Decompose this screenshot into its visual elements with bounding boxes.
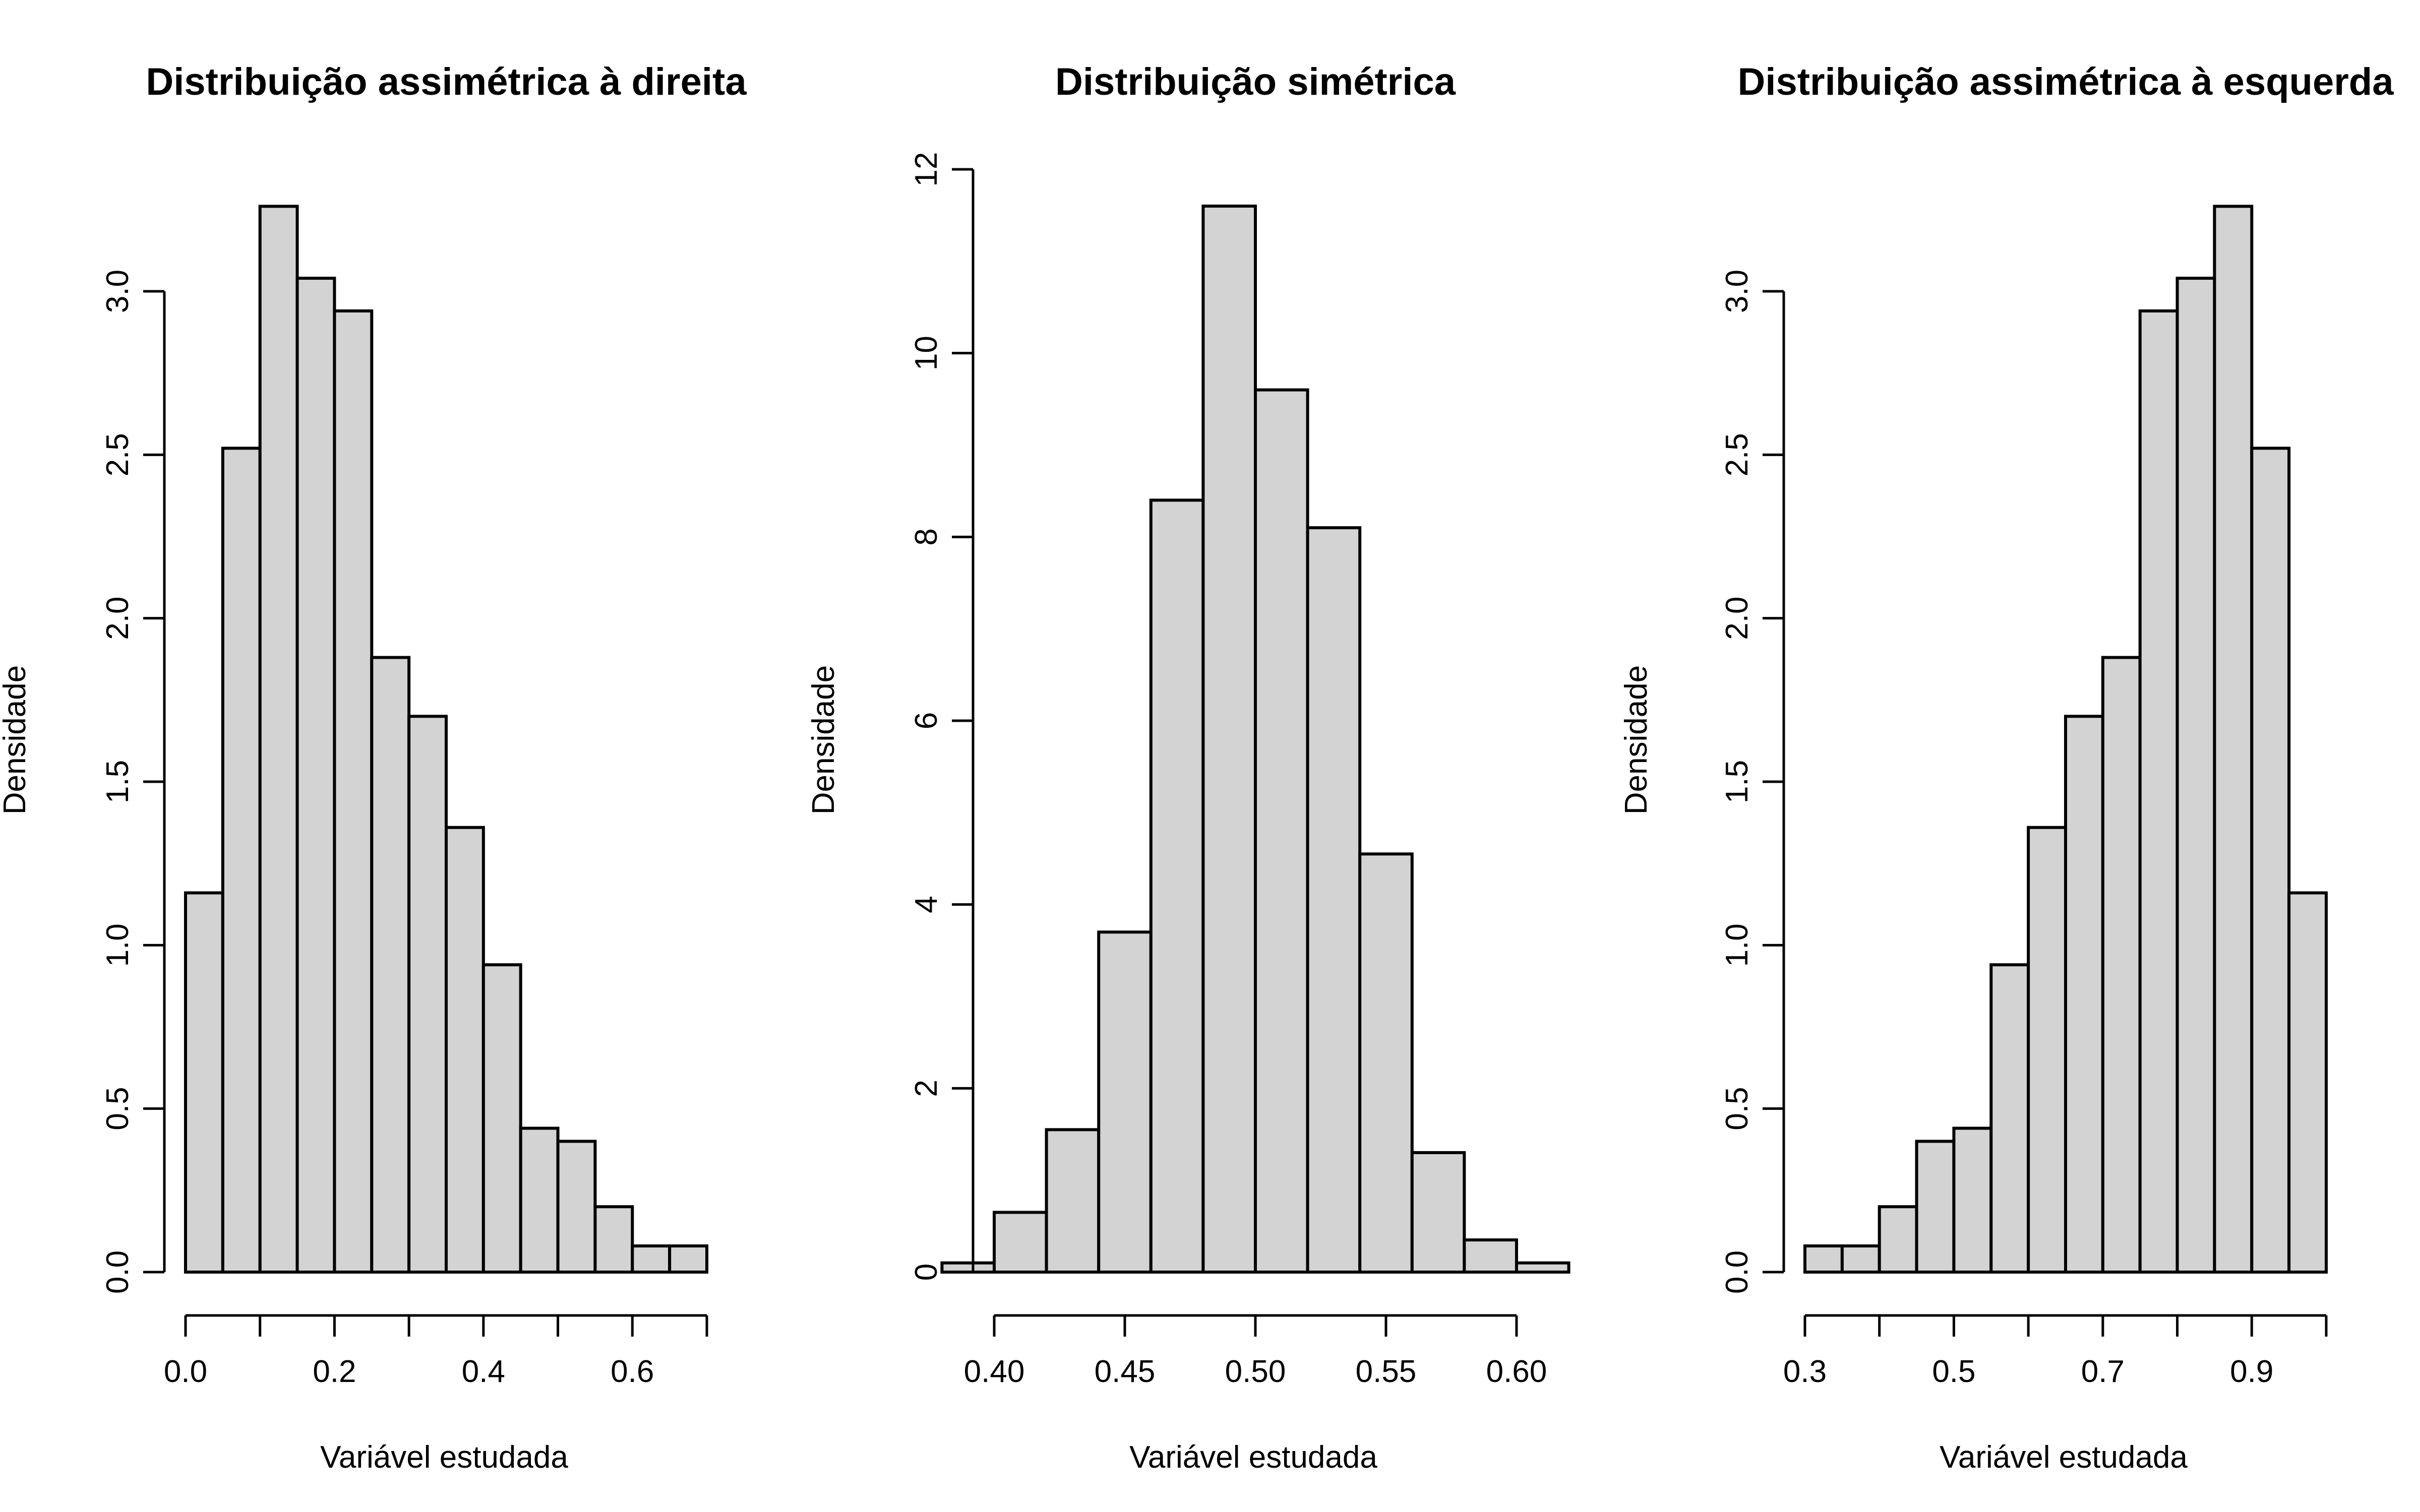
histogram-bar (184, 891, 224, 1274)
histogram-bar (1463, 1238, 1518, 1274)
chart-title: Distribuição assimétrica à esquerda (1737, 60, 2394, 103)
histogram-bar (668, 1244, 708, 1274)
x-tick-label: 0.9 (2230, 1354, 2273, 1389)
x-axis-label: Variável estudada (1129, 1440, 1377, 1475)
histogram-bar (1840, 1244, 1881, 1274)
x-tick-label: 0.45 (1095, 1354, 1156, 1389)
y-tick-label: 2.5 (100, 433, 135, 476)
y-axis-label: Densidade (1619, 665, 1654, 814)
histogram-bar (370, 656, 411, 1274)
x-tick-label: 0.0 (164, 1354, 207, 1389)
y-tick-label: 2.0 (1720, 597, 1754, 640)
histogram-bar (1878, 1205, 1918, 1274)
y-tick-label: 2.0 (100, 597, 135, 640)
histogram-bar (2287, 891, 2328, 1274)
histogram-bar (2175, 277, 2216, 1274)
y-tick-label: 0.0 (1720, 1250, 1754, 1294)
histogram-bar (481, 963, 522, 1274)
histogram-bar (1915, 1140, 1956, 1274)
y-tick-label: 2.5 (1720, 433, 1754, 476)
histogram-bar (221, 447, 262, 1274)
histogram-bar (295, 277, 336, 1274)
histogram-bar (1989, 963, 2030, 1274)
x-tick-label: 0.2 (313, 1354, 356, 1389)
histogram-bar (258, 205, 299, 1274)
y-tick-label: 1.0 (1720, 923, 1754, 967)
x-tick-label: 0.3 (1783, 1354, 1827, 1389)
x-axis-label: Variável estudada (320, 1440, 568, 1475)
histogram-bar (2101, 656, 2142, 1274)
histogram-bar (333, 309, 374, 1274)
histogram-bar (2250, 447, 2291, 1274)
y-tick-label: 4 (909, 896, 944, 913)
y-tick-label: 3.0 (100, 270, 135, 313)
histogram-bar (1254, 388, 1309, 1274)
histogram-bar (593, 1205, 634, 1274)
y-tick-label: 6 (909, 712, 944, 729)
histogram-bar (519, 1126, 560, 1274)
x-tick-label: 0.6 (611, 1354, 654, 1389)
y-tick-label: 0.5 (1720, 1087, 1754, 1130)
y-tick-label: 8 (909, 528, 944, 545)
y-tick-label: 0.5 (100, 1087, 135, 1130)
histogram-bar (445, 826, 485, 1274)
histogram-bar (1358, 852, 1414, 1274)
x-tick-label: 0.4 (462, 1354, 505, 1389)
panel-left-skewed: Distribuição assimétrica à esquerda 0.0 0.… (1619, 60, 2394, 1475)
y-tick-label: 1.0 (100, 923, 135, 967)
x-tick-label: 0.5 (1932, 1354, 1975, 1389)
histogram-bar (556, 1140, 597, 1274)
y-axis-label: Densidade (806, 665, 841, 814)
histogram-bar (1097, 930, 1153, 1274)
y-tick-label: 0 (909, 1264, 944, 1281)
chart-title: Distribuição assimétrica à direita (146, 60, 747, 103)
histogram-bar (1410, 1151, 1466, 1274)
y-axis-label: Densidade (0, 665, 32, 814)
x-tick-label: 0.60 (1486, 1354, 1547, 1389)
histogram-bar (1306, 526, 1362, 1274)
y-tick-label: 2 (909, 1080, 944, 1097)
x-tick-label: 0.50 (1225, 1354, 1286, 1389)
histogram-bar (1149, 498, 1205, 1274)
histogram-bar (2064, 715, 2104, 1274)
histogram-bar (631, 1244, 672, 1274)
y-tick-label: 0.0 (100, 1250, 135, 1294)
y-tick-label: 10 (909, 336, 944, 370)
histogram-bar (2213, 205, 2254, 1274)
x-axis-label: Variável estudada (1940, 1440, 2188, 1475)
y-tick-label: 1.5 (100, 760, 135, 803)
histogram-bar (1515, 1261, 1570, 1274)
histogram-bar (407, 715, 448, 1274)
histogram-bar (1201, 204, 1257, 1274)
y-tick-label: 3.0 (1720, 270, 1754, 313)
x-tick-label: 0.55 (1356, 1354, 1417, 1389)
chart-title: Distribuição simétrica (1055, 60, 1456, 103)
histogram-bar (1803, 1244, 1844, 1274)
panel-symmetric: Distribuição simétrica 0 2 4 6 8 10 12 0.40 0.45 0… (806, 60, 1570, 1475)
histogram-bar (1045, 1128, 1101, 1274)
x-tick-label: 0.7 (2081, 1354, 2125, 1389)
histogram-bar (2027, 826, 2067, 1274)
histogram-bar (1952, 1126, 1993, 1274)
histogram-bar (940, 1261, 996, 1274)
y-tick-label: 12 (909, 152, 944, 187)
histogram-bar (2138, 309, 2179, 1274)
histogram-bar (993, 1211, 1048, 1274)
panel-right-skewed: Distribuição assimétrica à direita 0.0 0.5… (0, 60, 747, 1475)
x-tick-label: 0.40 (964, 1354, 1025, 1389)
y-tick-label: 1.5 (1720, 760, 1754, 803)
